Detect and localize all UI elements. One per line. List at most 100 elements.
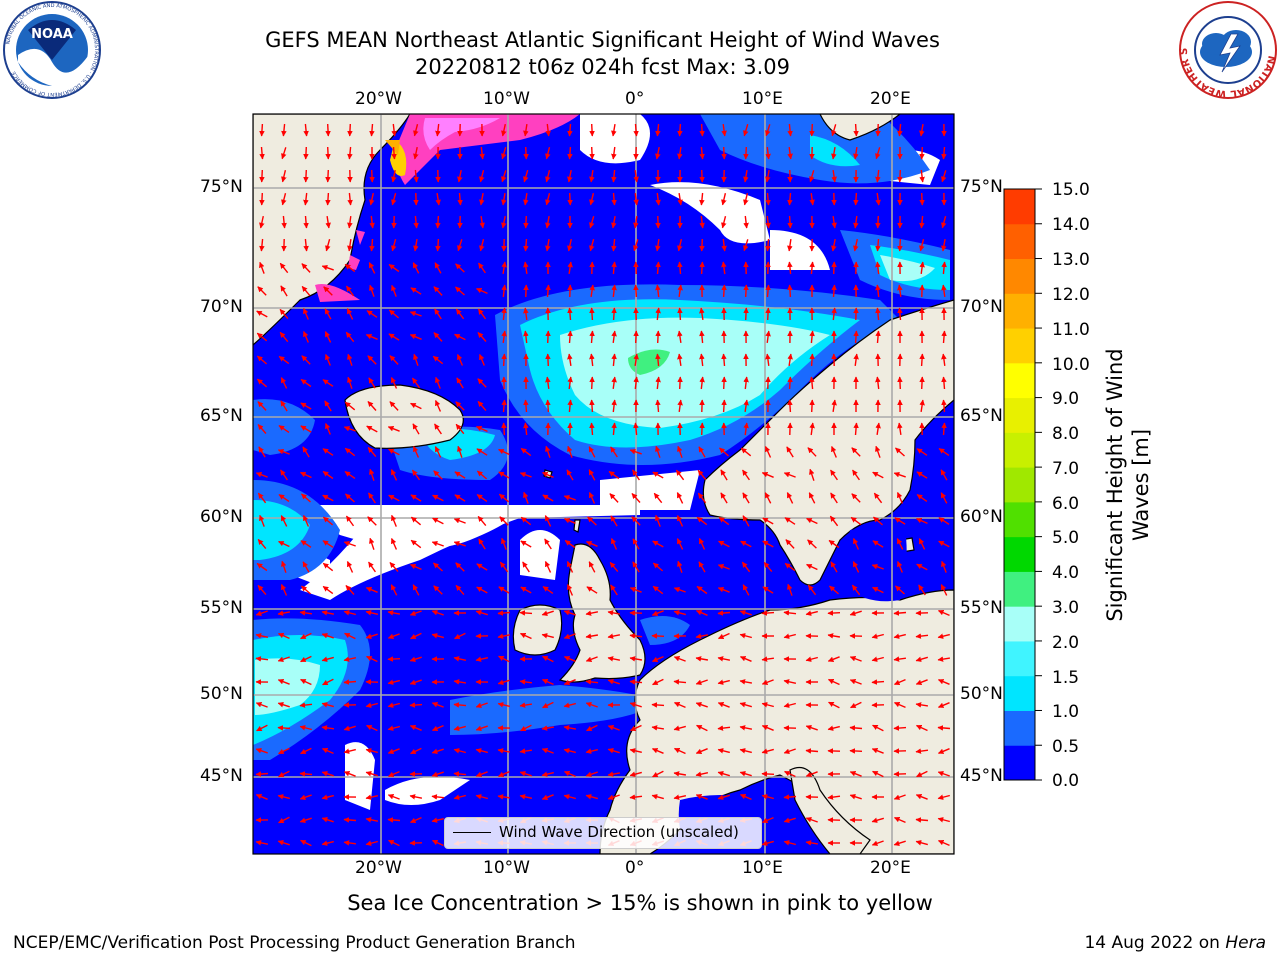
wave-direction-arrow [456, 377, 464, 389]
colorbar-tick: 2.0 [1052, 633, 1080, 653]
wave-direction-arrow [941, 376, 947, 390]
wave-direction-arrow [322, 379, 334, 387]
wave-direction-arrow [388, 309, 400, 319]
wave-direction-arrow [278, 425, 290, 433]
wave-direction-arrow [563, 610, 576, 616]
wave-direction-arrow [410, 516, 422, 526]
wave-direction-arrow [787, 192, 793, 206]
wave-direction-arrow [431, 633, 444, 639]
wave-direction-arrow [476, 494, 488, 502]
wave-direction-arrow [519, 702, 533, 708]
wave-direction-arrow [827, 656, 840, 662]
wave-direction-arrow [344, 471, 356, 479]
colorbar-tick: 10.0 [1052, 355, 1090, 375]
wave-direction-arrow [300, 402, 312, 410]
wave-direction-arrow [477, 515, 487, 527]
wave-direction-arrow [410, 494, 422, 502]
wave-direction-arrow [853, 330, 859, 344]
wave-direction-arrow [941, 261, 947, 275]
wave-direction-arrow [369, 537, 375, 550]
wave-direction-arrow [476, 563, 488, 571]
wave-direction-arrow [871, 840, 884, 846]
wave-direction-arrow [501, 422, 507, 436]
wave-direction-arrow [321, 265, 334, 271]
wave-direction-arrow [255, 656, 269, 662]
wave-direction-arrow [633, 123, 639, 137]
wave-direction-arrow [937, 702, 950, 708]
wave-direction-arrow [851, 493, 861, 503]
colorbar-tick: 7.0 [1052, 459, 1080, 479]
wave-direction-arrow [369, 192, 375, 206]
wave-direction-arrow [366, 724, 378, 732]
wave-direction-arrow [893, 472, 906, 478]
wave-direction-arrow [433, 562, 443, 572]
wave-direction-arrow [809, 330, 815, 344]
wave-direction-arrow [299, 794, 312, 800]
wave-direction-arrow [915, 840, 928, 846]
wave-direction-arrow [497, 610, 511, 616]
wave-direction-arrow [369, 284, 375, 297]
wave-direction-arrow [589, 123, 595, 137]
wave-direction-arrow [390, 537, 398, 550]
wave-direction-arrow [787, 215, 793, 229]
wave-direction-arrow [611, 376, 617, 389]
lon-label-top: 20°E [870, 89, 911, 109]
wave-direction-arrow [897, 560, 903, 573]
wave-direction-arrow [256, 332, 268, 342]
wave-direction-arrow [479, 170, 485, 183]
wave-direction-arrow [588, 446, 596, 458]
wave-direction-arrow [519, 632, 532, 640]
wave-direction-arrow [699, 353, 705, 367]
wave-direction-arrow [255, 748, 268, 754]
colorbar [1004, 189, 1035, 781]
map-legend: Wind Wave Direction (unscaled) [444, 817, 762, 849]
wave-direction-arrow [391, 239, 397, 252]
wave-direction-arrow [545, 353, 551, 367]
wave-direction-arrow [721, 193, 727, 206]
wave-direction-arrow [456, 353, 464, 366]
wave-direction-arrow [721, 146, 727, 160]
wave-direction-arrow [479, 192, 485, 206]
wave-direction-arrow [677, 261, 683, 275]
wave-direction-arrow [302, 561, 310, 573]
wave-direction-arrow [655, 330, 661, 344]
wave-direction-arrow [321, 702, 334, 708]
wave-direction-arrow [541, 771, 554, 777]
wave-direction-arrow [365, 587, 378, 593]
wave-direction-arrow [629, 748, 642, 754]
wave-direction-arrow [941, 170, 947, 183]
wave-direction-arrow [301, 355, 311, 365]
wave-direction-arrow [633, 284, 639, 298]
wave-direction-arrow [523, 261, 529, 275]
wave-direction-arrow [257, 286, 267, 296]
wave-direction-arrow [344, 447, 356, 457]
wave-direction-arrow [764, 445, 772, 458]
wave-direction-arrow [303, 123, 309, 137]
wave-direction-arrow [455, 584, 465, 596]
wave-direction-arrow [410, 632, 422, 640]
wave-direction-arrow [698, 561, 706, 573]
wave-direction-arrow [783, 679, 797, 685]
wave-direction-arrow [673, 587, 686, 593]
wave-direction-arrow [761, 472, 774, 478]
wave-direction-arrow [787, 123, 793, 137]
wave-direction-arrow [545, 170, 551, 183]
wave-direction-arrow [391, 514, 397, 527]
wave-direction-arrow [871, 748, 884, 754]
wave-direction-arrow [343, 610, 356, 616]
wave-direction-arrow [765, 353, 771, 366]
wave-direction-arrow [652, 471, 664, 479]
colorbar-tick: 3.0 [1052, 598, 1080, 618]
wave-direction-arrow [501, 353, 507, 367]
wave-direction-arrow [365, 771, 378, 777]
wave-direction-arrow [322, 516, 334, 526]
footer-machine: Hera [1225, 933, 1266, 953]
ireland-land [512, 604, 563, 656]
wave-direction-arrow [567, 238, 573, 252]
wave-direction-arrow [895, 585, 905, 595]
wave-direction-arrow [347, 146, 353, 160]
wave-direction-arrow [915, 702, 929, 708]
wave-direction-arrow [454, 333, 466, 341]
noaa-logo: NOAA NATIONAL OCEANIC AND ATMOSPHERIC AD… [3, 1, 101, 99]
wave-direction-arrow [695, 610, 708, 616]
